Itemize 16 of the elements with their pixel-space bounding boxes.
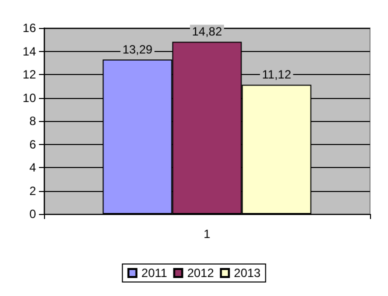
- y-tick-label: 16: [22, 21, 36, 35]
- legend-label: 2011: [141, 266, 168, 280]
- legend-label: 2012: [187, 266, 214, 280]
- x-tick-label: 1: [204, 227, 211, 241]
- data-label: 11,12: [262, 68, 292, 82]
- data-label: 14,82: [192, 24, 222, 39]
- y-tick-label: 12: [22, 68, 36, 82]
- y-tick-label: 0: [29, 207, 36, 221]
- y-tick-label: 10: [22, 90, 36, 105]
- y-tick-label: 2: [29, 184, 36, 198]
- y-tick-label: 8: [29, 114, 36, 128]
- data-label: 13,29: [122, 42, 153, 57]
- y-tick-label: 4: [29, 160, 36, 174]
- y-tick-label: 14: [22, 44, 36, 58]
- y-tick-label: 6: [29, 137, 36, 152]
- legend-label: 2013: [234, 266, 261, 280]
